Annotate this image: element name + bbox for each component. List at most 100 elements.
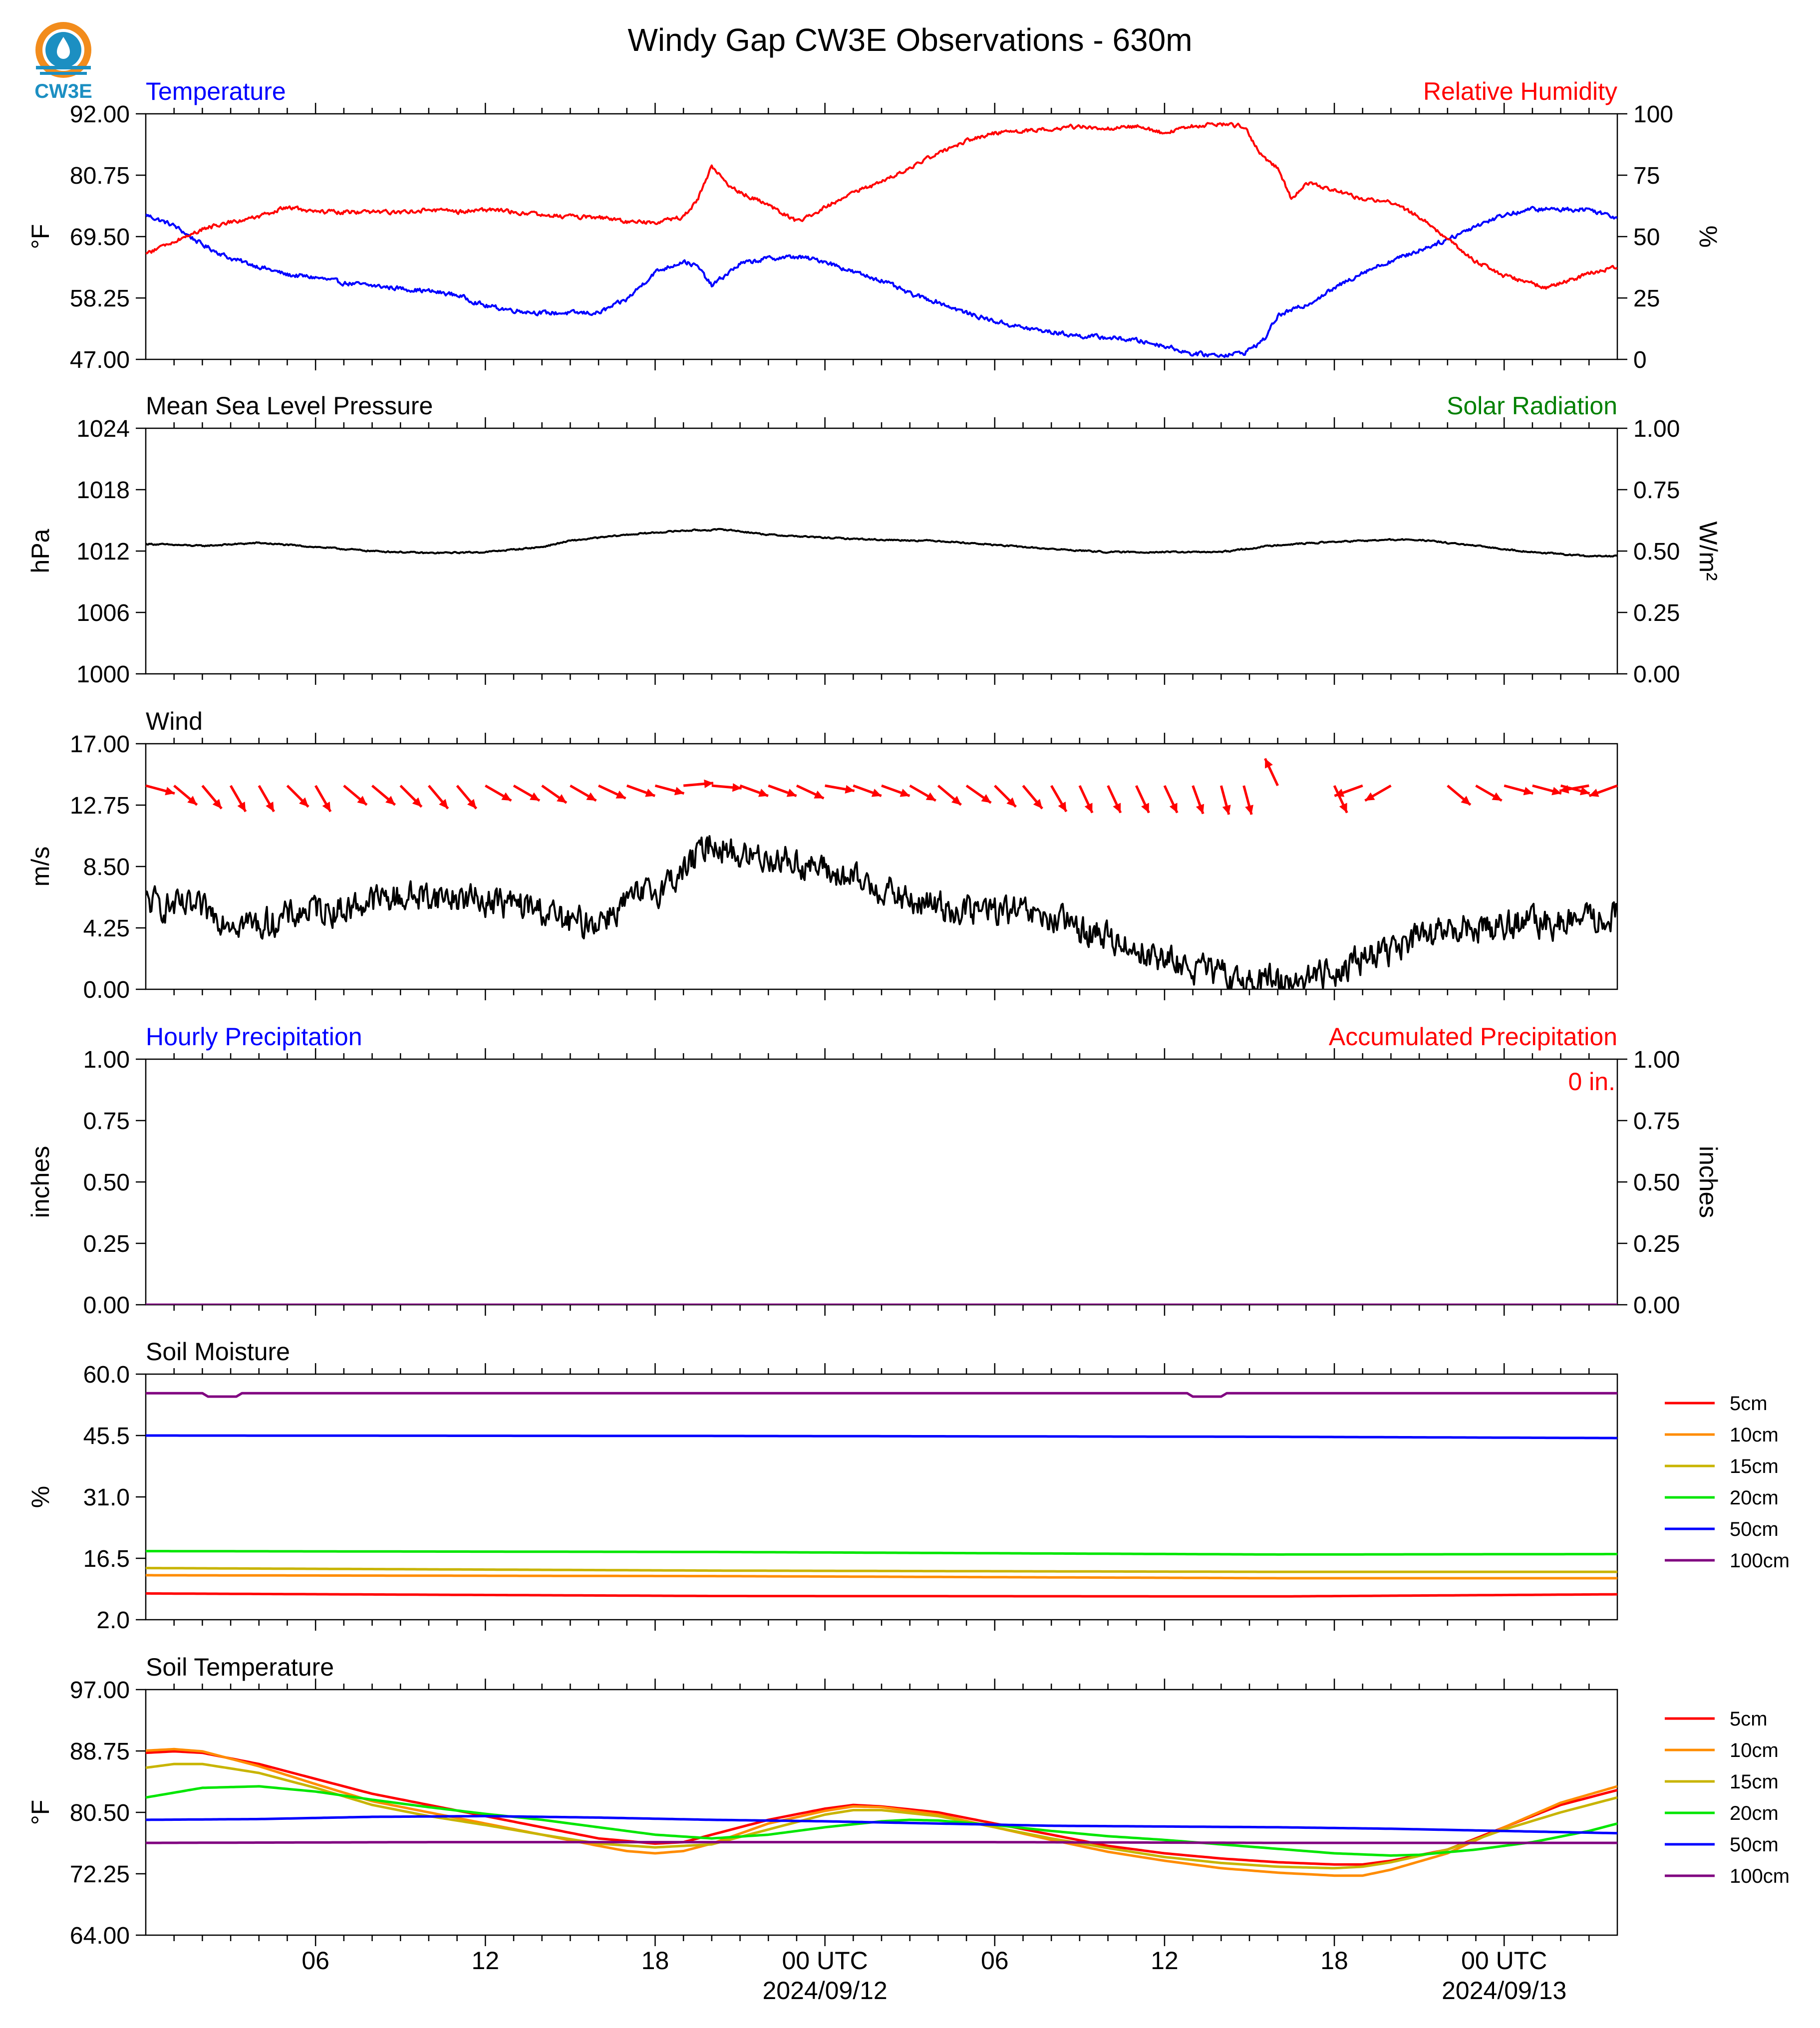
wind-arrow	[1559, 784, 1589, 794]
wind-arrow	[513, 784, 541, 802]
panel-title-left: Soil Temperature	[146, 1653, 334, 1681]
accumulated-total: 0 in.	[1568, 1068, 1615, 1096]
x-tick-label: 06	[981, 1947, 1009, 1975]
wind-arrow-head	[1084, 803, 1093, 813]
plot-frame	[145, 1689, 1618, 1936]
legend-label: 15cm	[1730, 1455, 1779, 1477]
wind-arrow	[881, 784, 910, 797]
wind-arrow	[570, 784, 597, 802]
panel-title-right: Relative Humidity	[1423, 77, 1617, 105]
panel-5: 97.00 88.75 80.50 72.25 64.00 Soil Temperatur…	[26, 1653, 1790, 1949]
wind-arrow-head	[237, 802, 246, 812]
y-tick-label: 1.00	[83, 1047, 130, 1073]
wind-arrow	[711, 783, 742, 792]
wind-arrow-head	[530, 792, 540, 801]
series-line-10cm	[146, 1747, 1617, 1877]
wind-arrow	[1504, 784, 1533, 796]
wind-arrow-head	[1006, 797, 1016, 807]
wind-arrow-head	[1559, 785, 1569, 794]
wind-arrow-head	[1058, 802, 1067, 812]
y-axis-label: %	[26, 1486, 54, 1508]
wind-arrow	[683, 779, 714, 789]
wind-arrow	[371, 785, 396, 806]
wind-arrow-head	[1222, 805, 1231, 815]
y-tick-label: 0.25	[83, 1231, 130, 1257]
x-tick-label: 06	[302, 1947, 329, 1975]
wind-arrow	[853, 784, 882, 797]
plot-frame	[145, 1058, 1618, 1306]
wind-arrow	[626, 784, 656, 797]
wind-arrow-head	[1461, 796, 1471, 805]
y-tick-label: 0.00	[83, 977, 130, 1003]
y-tick-label-right: 0.25	[1633, 600, 1680, 626]
wind-arrow-head	[299, 797, 308, 807]
wind-arrow-head	[871, 789, 882, 797]
wind-arrow-head	[615, 790, 626, 799]
wind-arrow	[994, 785, 1017, 808]
wind-arrow	[739, 784, 769, 797]
y-tick-label: 80.75	[70, 163, 130, 189]
series-line-20cm	[146, 1785, 1617, 1857]
wind-arrow	[1588, 784, 1618, 797]
wind-arrow	[229, 785, 247, 813]
wind-arrow-head	[925, 792, 936, 801]
y-axis-label-right: %	[1694, 226, 1722, 248]
y-tick-label-right: 1.00	[1633, 1047, 1680, 1073]
y-tick-label-right: 0.25	[1633, 1231, 1680, 1257]
wind-arrow	[485, 784, 512, 802]
wind-arrow-head	[412, 797, 422, 807]
panel-4: 60.0 45.5 31.0 16.5 2.0 Soil Moisture% 5cm 10cm…	[26, 1338, 1790, 1634]
wind-arrow-head	[1579, 787, 1590, 796]
wind-arrow-head	[732, 783, 742, 792]
wind-arrow	[1475, 784, 1503, 802]
wind-arrow	[1107, 785, 1122, 814]
wind-arrow-head	[187, 796, 197, 805]
y-tick-label: 1024	[76, 416, 130, 442]
series-line-10cm	[146, 1574, 1617, 1580]
wind-arrow-head	[1589, 789, 1599, 797]
y-tick-label: 47.00	[70, 347, 130, 373]
wind-arrow-head	[1196, 804, 1205, 814]
y-tick-label: 88.75	[70, 1738, 130, 1765]
wind-arrow	[1163, 785, 1179, 814]
panel-title-left: Wind	[146, 707, 203, 735]
y-tick-label: 0.00	[83, 1292, 130, 1319]
y-tick-label-right: 0.75	[1633, 1108, 1680, 1135]
wind-arrow	[965, 784, 992, 804]
wind-arrow	[343, 785, 368, 806]
x-tick-label: 18	[641, 1947, 669, 1975]
wind-arrow-head	[586, 792, 597, 801]
y-tick-label: 72.25	[70, 1861, 130, 1888]
panel-title-left: Mean Sea Level Pressure	[146, 392, 433, 420]
plot-frame	[145, 1373, 1618, 1621]
wind-arrow-head	[212, 799, 222, 809]
y-tick-label: 60.0	[83, 1362, 130, 1388]
wind-arrow-head	[1141, 803, 1149, 813]
series-line-50cm	[146, 1815, 1617, 1835]
legend-label: 50cm	[1730, 1518, 1779, 1540]
y-tick-label-right: 50	[1633, 224, 1660, 251]
y-tick-label: 92.00	[70, 101, 130, 128]
series-line-mean-sea-level-pressure	[146, 528, 1617, 558]
wind-arrow-head	[1365, 792, 1375, 801]
x-tick-label: 12	[1151, 1947, 1179, 1975]
wind-arrow-head	[266, 802, 274, 812]
series-line-15cm	[146, 1567, 1617, 1573]
cw3e-logo: CW3E	[26, 18, 101, 103]
series-line-15cm	[146, 1762, 1617, 1870]
wind-arrow	[1447, 785, 1472, 806]
wind-arrow-head	[1492, 792, 1502, 801]
panel-title-left: Temperature	[146, 77, 286, 105]
y-tick-label-right: 75	[1633, 163, 1660, 189]
y-tick-label-right: 1.00	[1633, 416, 1680, 442]
x-tick-label: 18	[1320, 1947, 1348, 1975]
wind-arrow-head	[1339, 803, 1347, 813]
y-tick-label: 2.0	[96, 1607, 130, 1634]
legend-label: 10cm	[1730, 1424, 1779, 1446]
y-axis-label-right: W/m²	[1694, 521, 1722, 580]
x-tick-label: 00 UTC	[782, 1947, 868, 1975]
legend-label: 5cm	[1730, 1393, 1768, 1415]
y-axis-label: m/s	[26, 847, 54, 887]
wind-arrow-head	[1551, 787, 1561, 796]
x-tick-label: 12	[471, 1947, 499, 1975]
